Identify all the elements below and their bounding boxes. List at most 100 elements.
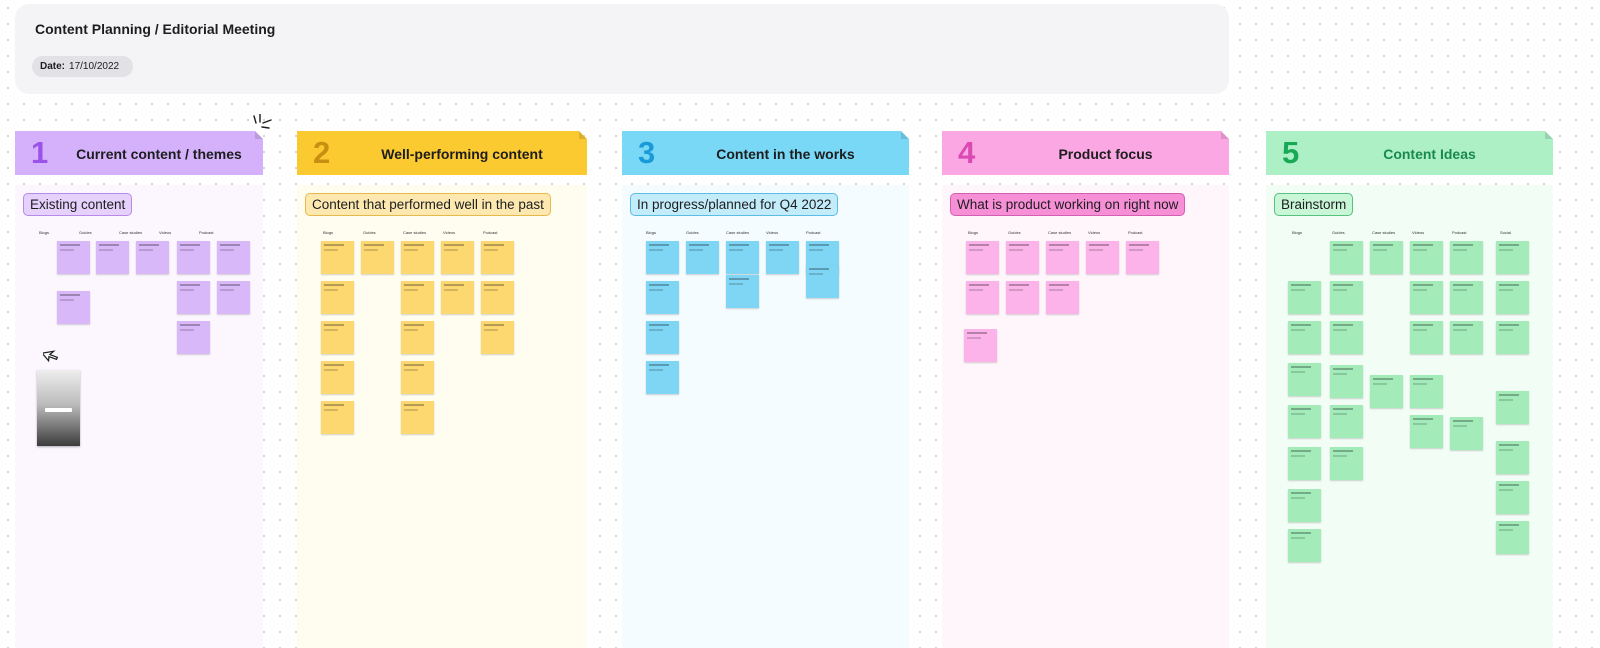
sticky-note[interactable] [1330,365,1363,398]
sticky-note[interactable] [766,241,799,274]
sticky-note[interactable] [726,241,759,274]
sticky-note[interactable] [441,241,474,274]
sticky-note[interactable] [1496,521,1529,554]
sticky-note[interactable] [1288,281,1321,314]
sticky-note[interactable] [57,241,90,274]
sticky-note[interactable] [321,361,354,394]
sticky-note[interactable] [1450,281,1483,314]
sticky-note[interactable] [1330,405,1363,438]
sticky-note[interactable] [1288,489,1321,522]
sticky-note[interactable] [646,321,679,354]
section-content-ideas[interactable]: 5 Content Ideas Brainstorm Blogs Guides … [1266,131,1553,648]
sticky-note[interactable] [1126,241,1159,274]
sticky-note[interactable] [321,281,354,314]
sticky-note[interactable] [686,241,719,274]
section-banner[interactable]: 3 Content in the works [622,131,909,175]
sticky-note[interactable] [1410,415,1443,448]
section-number: 3 [638,135,656,170]
column-header: Podcast [199,230,214,235]
sticky-note[interactable] [646,241,679,274]
sticky-note[interactable] [401,241,434,274]
sticky-note[interactable] [1046,241,1079,274]
sticky-note[interactable] [177,281,210,314]
sticky-note[interactable] [1288,405,1321,438]
sticky-note[interactable] [96,241,129,274]
section-subtitle[interactable]: In progress/planned for Q4 2022 [630,193,839,216]
sticky-note[interactable] [217,281,250,314]
date-chip[interactable]: Date: 17/10/2022 [32,56,134,77]
sticky-note[interactable] [57,291,90,324]
sticky-note[interactable] [321,241,354,274]
section-subtitle[interactable]: What is product working on right now [950,193,1186,216]
sticky-note[interactable] [361,241,394,274]
sticky-note[interactable] [481,321,514,354]
sticky-note[interactable] [1410,241,1443,274]
sticky-note[interactable] [401,401,434,434]
phone-thumbnail[interactable] [37,370,80,446]
sticky-note[interactable] [1288,529,1321,562]
sticky-note[interactable] [1450,241,1483,274]
sticky-note[interactable] [1370,375,1403,408]
sticky-note[interactable] [806,265,839,298]
section-subtitle[interactable]: Brainstorm [1274,193,1354,216]
column-header: Guides [363,230,376,235]
sticky-note[interactable] [441,281,474,314]
sticky-note[interactable] [401,361,434,394]
sticky-note[interactable] [177,241,210,274]
sticky-note[interactable] [726,275,759,308]
sticky-note[interactable] [401,321,434,354]
sticky-note[interactable] [964,329,997,362]
section-well-performing[interactable]: 2 Well-performing content Content that p… [297,131,587,648]
section-in-the-works[interactable]: 3 Content in the works In progress/plann… [622,131,909,648]
section-banner[interactable]: 2 Well-performing content [297,131,587,175]
sticky-note[interactable] [481,281,514,314]
sticky-note[interactable] [1288,321,1321,354]
sticky-note[interactable] [1330,241,1363,274]
sticky-note[interactable] [401,281,434,314]
sticky-note[interactable] [1046,281,1079,314]
sticky-note[interactable] [321,321,354,354]
sticky-note[interactable] [1496,391,1529,424]
column-header: Guides [1008,230,1021,235]
sticky-note[interactable] [1496,281,1529,314]
sticky-note[interactable] [966,241,999,274]
sticky-note[interactable] [1330,447,1363,480]
section-panel[interactable]: Content that performed well in the past … [297,185,587,648]
sticky-note[interactable] [321,401,354,434]
sticky-note[interactable] [1370,241,1403,274]
section-product-focus[interactable]: 4 Product focus What is product working … [942,131,1229,648]
sticky-note[interactable] [1410,321,1443,354]
sticky-note[interactable] [1006,241,1039,274]
sticky-note[interactable] [1086,241,1119,274]
sticky-note[interactable] [1006,281,1039,314]
section-subtitle[interactable]: Existing content [23,193,133,216]
sticky-note[interactable] [646,361,679,394]
sticky-note[interactable] [1496,441,1529,474]
sticky-note[interactable] [136,241,169,274]
sticky-note[interactable] [1496,321,1529,354]
sticky-note[interactable] [1450,321,1483,354]
sticky-note[interactable] [177,321,210,354]
sticky-note[interactable] [1288,447,1321,480]
section-panel[interactable]: What is product working on right now Blo… [942,185,1229,648]
sticky-note[interactable] [1496,241,1529,274]
sticky-note[interactable] [1330,281,1363,314]
section-banner[interactable]: 4 Product focus [942,131,1229,175]
sticky-note[interactable] [1450,417,1483,450]
section-current-content[interactable]: 1 Current content / themes Existing cont… [15,131,263,648]
sticky-note[interactable] [217,241,250,274]
section-subtitle[interactable]: Content that performed well in the past [305,193,551,216]
section-panel[interactable]: In progress/planned for Q4 2022 Blogs Gu… [622,185,909,648]
sticky-note[interactable] [1496,481,1529,514]
sticky-note[interactable] [1330,321,1363,354]
sticky-note[interactable] [1410,375,1443,408]
sticky-note[interactable] [966,281,999,314]
sticky-note[interactable] [481,241,514,274]
section-banner[interactable]: 5 Content Ideas [1266,131,1553,175]
sticky-note[interactable] [646,281,679,314]
section-panel[interactable]: Brainstorm Blogs Guides Case studies Vid… [1266,185,1553,648]
section-banner[interactable]: 1 Current content / themes [15,131,263,175]
sticky-note[interactable] [1410,281,1443,314]
sticky-note[interactable] [1288,363,1321,396]
section-panel[interactable]: Existing content Blogs Guides Case studi… [15,185,263,648]
